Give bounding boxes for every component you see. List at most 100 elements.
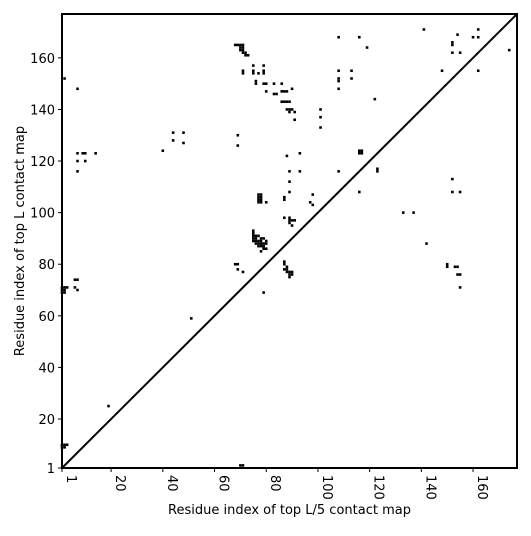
contact-point bbox=[290, 219, 294, 222]
contact-point bbox=[252, 231, 255, 235]
contact-point bbox=[337, 79, 340, 83]
contact-point bbox=[288, 190, 291, 194]
contact-point bbox=[259, 250, 263, 253]
contact-point bbox=[107, 404, 110, 408]
contact-point bbox=[285, 270, 289, 274]
x-tick-label: 160 bbox=[474, 475, 489, 500]
contact-point bbox=[445, 262, 449, 266]
contact-point bbox=[285, 268, 289, 271]
contact-point bbox=[171, 139, 175, 142]
contact-point bbox=[476, 69, 480, 73]
contact-point bbox=[257, 239, 260, 243]
contact-point bbox=[458, 273, 462, 276]
contact-point bbox=[264, 247, 268, 251]
contact-point bbox=[259, 239, 263, 243]
contact-point bbox=[456, 265, 459, 269]
y-tick-label: 80 bbox=[38, 258, 55, 273]
contact-point bbox=[275, 92, 278, 96]
contact-point bbox=[401, 211, 405, 214]
contact-point bbox=[161, 149, 165, 153]
y-tick-label: 20 bbox=[38, 413, 55, 428]
contact-point bbox=[376, 170, 379, 173]
contact-point bbox=[365, 46, 369, 49]
contact-point bbox=[236, 262, 240, 266]
contact-point bbox=[285, 154, 289, 158]
contact-point bbox=[257, 72, 260, 75]
contact-point bbox=[76, 152, 79, 155]
contact-point bbox=[254, 237, 258, 240]
contact-point bbox=[471, 35, 475, 39]
contact-point bbox=[288, 180, 291, 183]
y-axis-label: Residue index of top L contact map bbox=[13, 126, 28, 356]
contact-point bbox=[458, 286, 462, 289]
contact-point bbox=[252, 69, 255, 73]
contact-point bbox=[358, 152, 361, 155]
contact-point bbox=[350, 77, 353, 80]
contact-point bbox=[293, 118, 296, 122]
contact-point bbox=[254, 79, 258, 83]
contact-point bbox=[262, 237, 265, 240]
contact-point bbox=[252, 72, 255, 75]
contact-point bbox=[456, 273, 459, 276]
contact-point bbox=[288, 170, 291, 173]
contact-point bbox=[241, 464, 245, 467]
contact-point bbox=[311, 203, 315, 207]
contact-point bbox=[456, 33, 459, 36]
contact-point bbox=[337, 87, 340, 91]
contact-point bbox=[458, 190, 462, 194]
contact-point bbox=[337, 170, 340, 173]
contact-point bbox=[241, 46, 245, 49]
contact-point bbox=[262, 247, 265, 251]
contact-point bbox=[285, 100, 289, 103]
contact-point bbox=[239, 48, 242, 52]
contact-point bbox=[360, 152, 364, 155]
contact-point bbox=[236, 144, 240, 147]
contact-point bbox=[65, 286, 69, 289]
contact-point bbox=[262, 69, 265, 73]
contact-point bbox=[451, 43, 454, 47]
contact-point bbox=[451, 177, 454, 181]
contact-point bbox=[283, 100, 286, 103]
contact-point bbox=[254, 234, 258, 238]
contact-point bbox=[290, 224, 294, 227]
contact-point bbox=[63, 291, 66, 294]
contact-point bbox=[262, 244, 265, 248]
contact-point bbox=[76, 288, 79, 292]
contact-point bbox=[76, 278, 79, 281]
contact-point bbox=[264, 242, 268, 245]
contact-point bbox=[337, 69, 340, 73]
contact-point bbox=[241, 43, 245, 47]
contact-point bbox=[290, 87, 294, 91]
contact-point bbox=[280, 82, 284, 85]
contact-point bbox=[288, 219, 291, 222]
contact-point bbox=[288, 273, 291, 276]
y-tick-label: 100 bbox=[30, 207, 55, 222]
contact-point bbox=[252, 234, 255, 238]
contact-point bbox=[239, 43, 242, 47]
x-tick-label: 60 bbox=[216, 475, 231, 492]
contact-point bbox=[451, 41, 454, 44]
contact-point bbox=[288, 110, 291, 114]
contact-point bbox=[257, 244, 260, 248]
contact-point bbox=[376, 167, 379, 171]
contact-point bbox=[283, 90, 286, 93]
contact-point bbox=[458, 51, 462, 54]
contact-point bbox=[311, 193, 315, 196]
contact-point bbox=[337, 77, 340, 80]
contact-point bbox=[259, 195, 263, 199]
contact-point bbox=[288, 275, 291, 279]
contact-point bbox=[244, 53, 247, 57]
contact-point bbox=[241, 72, 245, 75]
y-tick-label: 40 bbox=[38, 361, 55, 376]
contact-point bbox=[288, 221, 291, 225]
contact-point bbox=[290, 273, 294, 276]
contact-point bbox=[280, 90, 284, 93]
contact-point bbox=[453, 265, 457, 269]
contact-point bbox=[264, 239, 268, 243]
contact-point bbox=[257, 201, 260, 204]
contact-point bbox=[288, 108, 291, 111]
contact-point bbox=[257, 242, 260, 245]
contact-point bbox=[319, 115, 322, 119]
contact-point bbox=[76, 159, 79, 163]
